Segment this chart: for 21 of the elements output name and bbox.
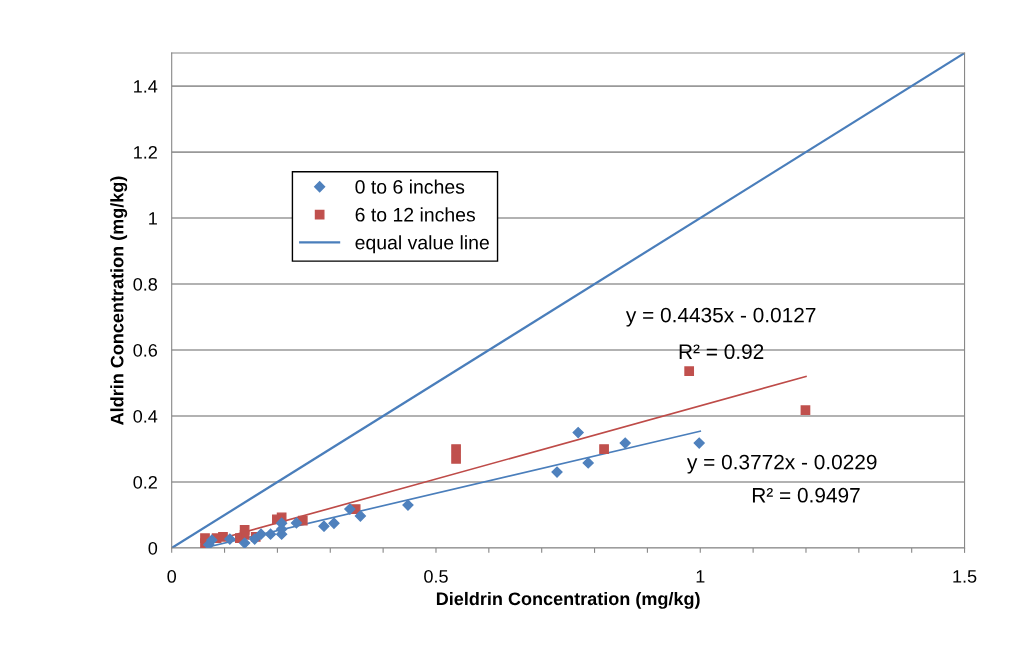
annotation: R² = 0.92 — [679, 344, 764, 360]
annotation: R² = 0.9497 — [752, 487, 860, 503]
x-axis-title: Dieldrin Concentration (mg/kg) — [436, 591, 700, 609]
annotation: y = 0.3772x - 0.0229 — [686, 454, 877, 474]
y-tick-label: 1.4 — [134, 80, 158, 93]
x-tick-label: 1 — [696, 570, 705, 583]
legend-label: 6 to 12 inches — [355, 207, 476, 222]
y-tick-label: 0 — [148, 541, 158, 555]
y-tick-label: 1 — [149, 212, 157, 225]
y-tick-label: 0.2 — [133, 475, 157, 489]
y-tick-label: 0.6 — [133, 343, 158, 357]
x-tick-label: 1.5 — [953, 570, 977, 583]
legend-label: equal value line — [355, 235, 489, 254]
x-tick-label: 0 — [167, 570, 177, 583]
y-tick-label: 0.8 — [133, 277, 158, 291]
y-tick-label: 0.4 — [133, 409, 158, 423]
x-tick-label: 0.5 — [424, 570, 448, 583]
annotation: y = 0.4435x - 0.0127 — [625, 307, 816, 327]
legend-label: 0 to 6 inches — [355, 179, 465, 194]
y-tick-label: 1.2 — [134, 145, 157, 159]
y-axis-title: Aldrin Concentration (mg/kg) — [110, 176, 128, 425]
